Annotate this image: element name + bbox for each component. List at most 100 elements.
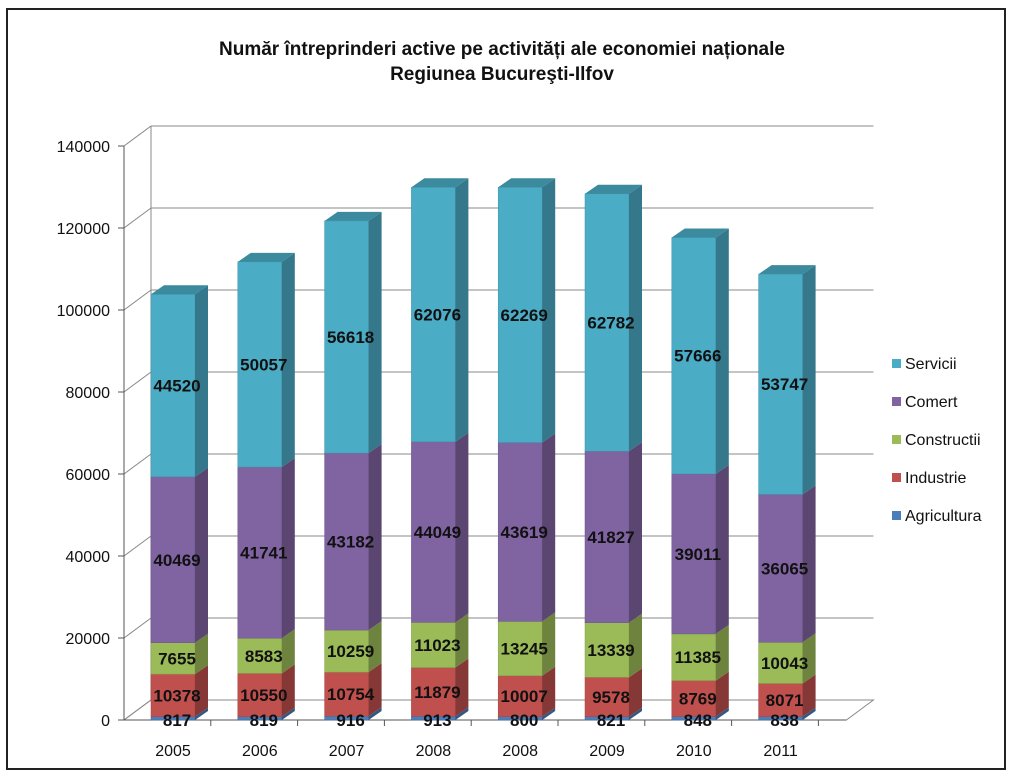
data-label-constructii: 13245 <box>501 640 548 659</box>
x-tick-label: 2008 <box>502 743 538 760</box>
data-label-servicii: 56618 <box>327 328 374 347</box>
data-label-constructii: 8583 <box>245 647 283 666</box>
gridline-diagonal <box>123 125 152 147</box>
bar-industrie <box>237 673 283 717</box>
bar-side-agricultura <box>629 707 642 720</box>
y-tick-label: 20000 <box>66 631 111 648</box>
bar-side-industrie <box>368 663 382 717</box>
legend-swatch-agricultura <box>892 511 901 520</box>
bar-side-industrie <box>629 668 642 717</box>
data-label-industrie: 10550 <box>240 686 287 705</box>
bar-side-servicii <box>629 184 642 452</box>
data-label-constructii: 11385 <box>675 648 721 667</box>
bar-top <box>411 178 469 188</box>
bar-industrie <box>411 667 456 717</box>
x-tick-label: 2005 <box>155 743 191 760</box>
data-label-agricultura: 821 <box>597 711 625 730</box>
data-label-servicii: 44520 <box>153 377 200 396</box>
y-tick-label: 0 <box>101 713 110 730</box>
legend-label-agricultura: Agricultura <box>905 508 982 525</box>
y-tick-label: 60000 <box>66 467 111 484</box>
bar-industrie <box>324 671 369 717</box>
data-label-constructii: 13339 <box>587 641 634 660</box>
data-label-constructii: 11023 <box>414 636 460 655</box>
bar-industrie <box>584 677 630 717</box>
bars <box>150 178 816 721</box>
data-label-comert: 39011 <box>675 545 721 564</box>
data-label-servicii: 62782 <box>587 313 634 332</box>
legend-label-constructii: Constructii <box>905 432 981 449</box>
bar-servicii <box>237 261 283 468</box>
y-tick-label: 80000 <box>66 385 111 402</box>
bar-side-industrie <box>195 665 208 717</box>
bar-side-servicii <box>368 211 382 454</box>
x-tick-label: 2006 <box>242 743 278 760</box>
bar-constructii <box>584 622 630 678</box>
bar-constructii <box>671 633 717 681</box>
legend-label-industrie: Industrie <box>905 470 966 487</box>
bar-industrie <box>150 673 196 717</box>
data-label-constructii: 10043 <box>761 654 808 673</box>
data-label-constructii: 10259 <box>327 642 374 661</box>
data-label-industrie: 10007 <box>501 687 548 706</box>
legend: Servicii Comert Constructii Industrie Agricu… <box>892 356 982 525</box>
bar-side-agricultura <box>195 707 208 720</box>
legend-swatch-constructii <box>892 435 901 444</box>
data-label-agricultura: 916 <box>336 711 364 730</box>
bar-side-servicii <box>802 265 816 495</box>
data-label-industrie: 8071 <box>766 691 804 710</box>
x-tick-label: 2011 <box>763 743 798 760</box>
data-label-comert: 43619 <box>501 523 548 542</box>
y-tick-label: 120000 <box>57 221 110 238</box>
bar-side-comert <box>802 485 816 643</box>
bar-industrie <box>758 683 803 717</box>
gridline-diagonal <box>123 289 152 311</box>
bar-top <box>324 211 382 221</box>
x-tick-label: 2007 <box>329 743 365 760</box>
bar-side-servicii <box>542 178 556 443</box>
bar-side-constructii <box>629 613 642 678</box>
bar-top <box>758 265 816 275</box>
gridline-diagonal <box>123 617 152 639</box>
bar-side-comert <box>195 467 208 643</box>
data-label-comert: 36065 <box>761 559 808 578</box>
data-label-agricultura: 817 <box>163 711 191 730</box>
bar-side-constructii <box>715 624 729 681</box>
data-labels: 817 10378 7655 40469 44520 819 10550 8583 41741 5… <box>153 306 808 730</box>
bar-top <box>151 285 208 295</box>
data-label-comert: 44049 <box>414 523 461 542</box>
bar-comert <box>411 441 456 623</box>
chart-title: Număr întreprinderi active pe activități… <box>219 39 785 60</box>
bar-comert <box>584 450 630 623</box>
x-tick-label: 2008 <box>416 743 452 760</box>
legend-label-servicii: Servicii <box>905 356 957 373</box>
bar-servicii <box>758 273 803 495</box>
gridline-diagonal <box>123 371 152 393</box>
bar-side-agricultura <box>368 707 382 720</box>
bar-industrie <box>671 680 717 717</box>
bar-side-constructii <box>195 633 208 675</box>
bar-side-constructii <box>368 621 382 673</box>
bar-servicii <box>671 237 717 475</box>
bar-top <box>585 184 642 194</box>
bar-comert <box>758 494 803 643</box>
legend-label-comert: Comert <box>905 394 958 411</box>
legend-swatch-servicii <box>892 359 901 368</box>
bar-side-servicii <box>195 285 208 477</box>
data-label-industrie: 8769 <box>679 690 717 709</box>
data-label-comert: 40469 <box>153 551 200 570</box>
bar-servicii <box>150 294 196 478</box>
bar-side-industrie <box>455 658 469 717</box>
bar-comert <box>150 476 196 643</box>
bar-top <box>671 228 729 238</box>
x-tick-label: 2010 <box>676 743 712 760</box>
bar-servicii <box>497 186 543 443</box>
bar-side-comert <box>368 444 382 631</box>
chart-subtitle: Regiunea Bucureşti-Ilfov <box>390 64 614 85</box>
data-label-industrie: 10754 <box>327 685 375 704</box>
y-tick-label: 140000 <box>57 139 110 156</box>
bar-comert <box>324 452 369 631</box>
bar-constructii <box>324 629 369 673</box>
data-label-servicii: 62076 <box>414 306 461 325</box>
bar-side-constructii <box>802 633 816 684</box>
